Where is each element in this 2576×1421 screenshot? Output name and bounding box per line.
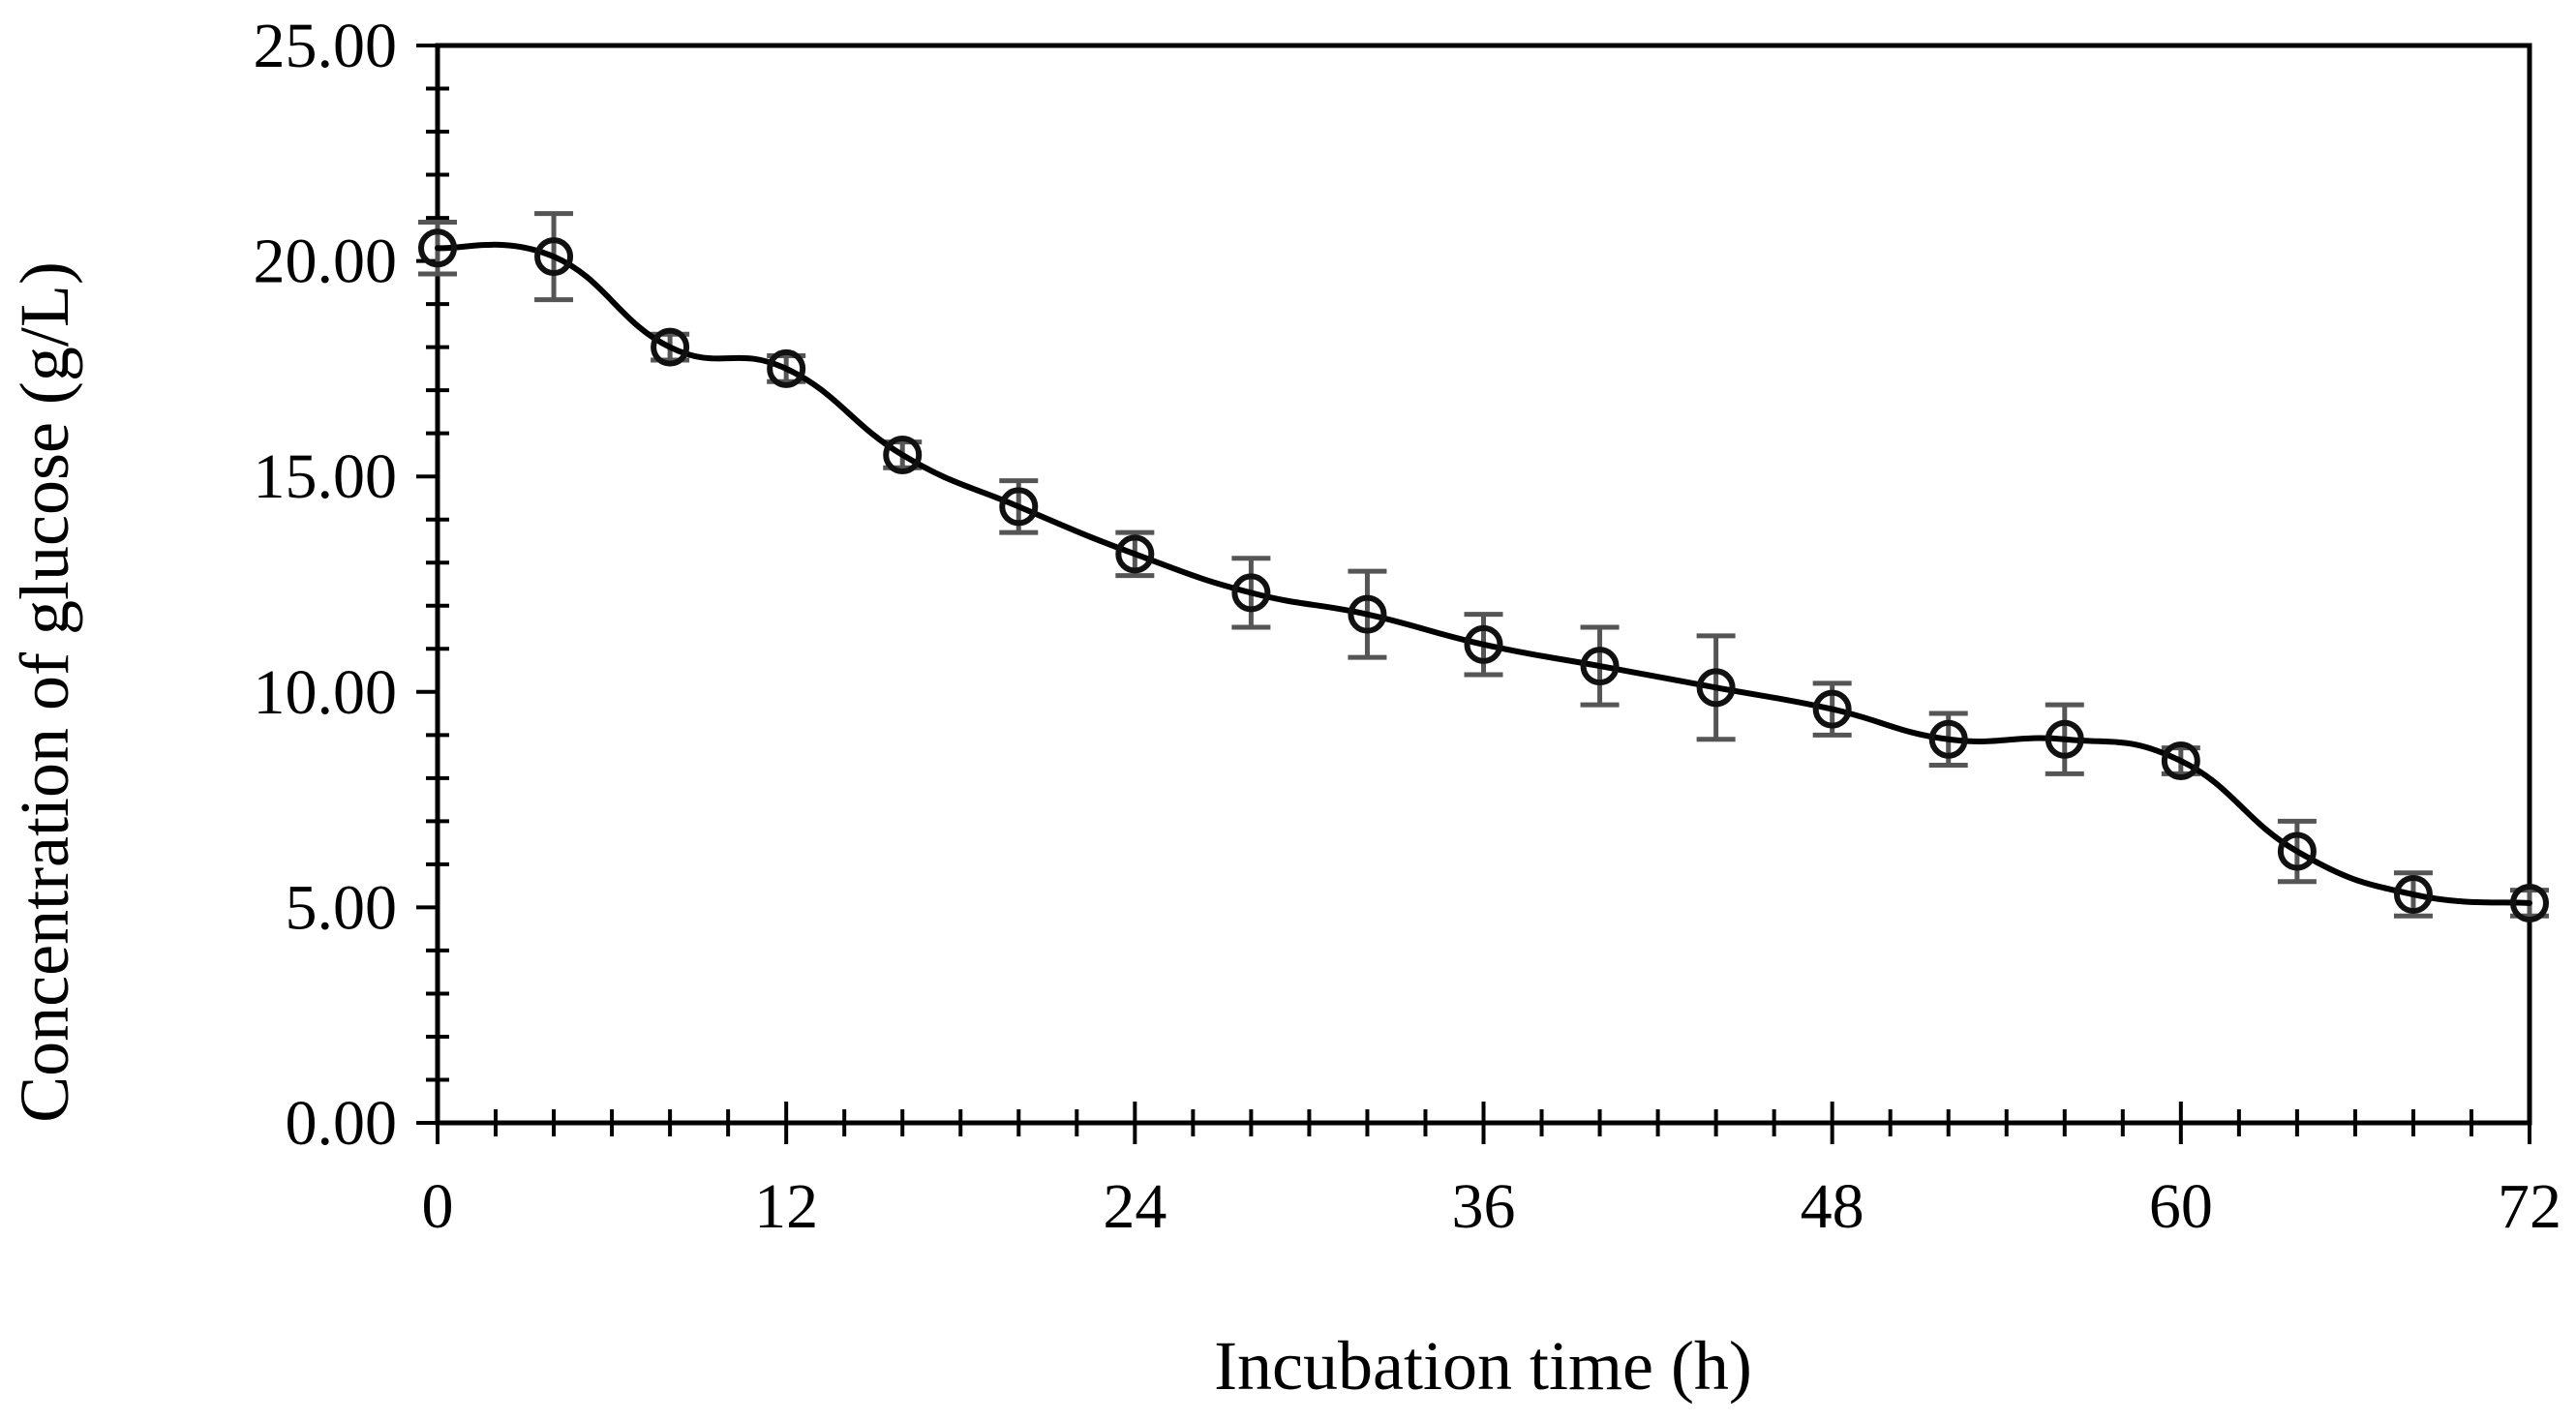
data-point	[2161, 741, 2200, 781]
x-axis-title: Incubation time (h)	[1214, 1327, 1752, 1405]
data-point	[418, 228, 457, 268]
data-point	[534, 237, 574, 277]
x-tick-label: 12	[754, 1171, 818, 1242]
data-point	[1928, 719, 1968, 759]
y-tick-label: 10.00	[254, 657, 398, 728]
data-point	[1696, 668, 1736, 708]
data-point	[2510, 883, 2549, 922]
y-tick-label: 5.00	[286, 872, 398, 943]
data-point	[767, 348, 806, 388]
data-point	[2393, 875, 2433, 915]
x-tick-label: 72	[2498, 1171, 2561, 1242]
x-tick-label: 60	[2149, 1171, 2213, 1242]
data-point	[1231, 573, 1271, 613]
series-line	[435, 241, 2532, 906]
data-point	[2045, 719, 2084, 759]
y-tick-label: 20.00	[254, 227, 398, 297]
x-axis: 0 12 24 36 48 60 72	[422, 1102, 2561, 1242]
y-tick-label: 25.00	[254, 11, 398, 81]
x-tick-label: 48	[1801, 1171, 1864, 1242]
data-point	[1115, 534, 1155, 574]
x-tick-label: 24	[1103, 1171, 1167, 1242]
y-axis: 0.00 5.00 10.00 15.00 20.00 25.00	[254, 11, 449, 1159]
x-tick-label: 0	[422, 1171, 454, 1242]
data-point	[1464, 624, 1503, 664]
data-point	[999, 487, 1039, 527]
data-point	[883, 435, 923, 474]
x-tick-label: 36	[1452, 1171, 1516, 1242]
data-point	[2277, 831, 2317, 871]
data-point	[1348, 594, 1387, 634]
series-glucose	[418, 211, 2549, 922]
data-point	[1580, 647, 1620, 686]
y-tick-label: 15.00	[254, 441, 398, 512]
plot-area-border	[435, 43, 2532, 1126]
data-point	[651, 327, 690, 367]
y-tick-label: 0.00	[286, 1088, 398, 1159]
y-axis-title: Concentration of glucose (g/L)	[6, 261, 83, 1123]
data-point	[1812, 689, 1852, 729]
plot-frame	[435, 43, 2532, 1126]
